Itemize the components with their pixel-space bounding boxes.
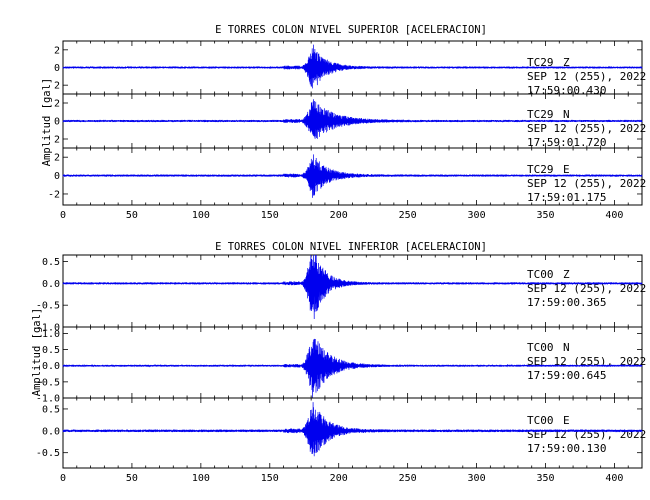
y-tick-label: 2: [54, 81, 60, 92]
waveform-trace: [62, 254, 643, 319]
x-tick-label: 200: [330, 473, 348, 484]
station-component-label: TC29: [527, 56, 554, 69]
y-tick-label: -1.0: [36, 394, 60, 405]
waveform-trace: [62, 402, 643, 457]
date-label: SEP 12 (255), 2022: [527, 122, 646, 135]
y-tick-label: -2: [48, 189, 60, 200]
x-tick-label: 400: [605, 473, 623, 484]
waveform-trace: [62, 44, 643, 89]
y-tick-label: -1.0: [36, 323, 60, 334]
time-label: 17:59:00.130: [527, 442, 606, 455]
x-tick-label: 250: [399, 473, 417, 484]
y-tick-label: -0.5: [36, 448, 60, 459]
panel-lower-e: TC00 E SEP 12 (255), 2022 17:59:00.130 -…: [36, 397, 646, 469]
x-tick-label: 150: [261, 210, 279, 221]
y-tick-label: 0: [54, 171, 60, 182]
y-tick-label: 0: [54, 63, 60, 74]
y-tick-label: 2: [54, 45, 60, 56]
y-tick-label: -0.5: [36, 301, 60, 312]
component-label: Z: [563, 56, 570, 69]
x-tick-label: 0: [60, 473, 66, 484]
x-tick-label: 400: [605, 210, 623, 221]
y-tick-label: 0.0: [42, 426, 60, 437]
y-tick-label: 2: [54, 153, 60, 164]
y-tick-label: 0.0: [42, 361, 60, 372]
x-tick-label: 350: [536, 210, 554, 221]
x-tick-labels: 0 50 100 150 200 250 300 350 400: [60, 473, 623, 484]
y-tick-label: 0.0: [42, 279, 60, 290]
time-label: 17:59:00.645: [527, 369, 606, 382]
y-tick-label: 2: [54, 99, 60, 110]
date-label: SEP 12 (255), 2022: [527, 70, 646, 83]
y-tick-label: 0.5: [42, 404, 60, 415]
x-tick-label: 200: [330, 210, 348, 221]
date-label: SEP 12 (255), 2022: [527, 282, 646, 295]
x-tick-label: 300: [468, 473, 486, 484]
panel-upper-e: TC29 E SEP 12 (255), 2022 17:59:01.175 -…: [48, 147, 646, 206]
station-component-label: TC29: [527, 163, 554, 176]
chart-title-upper: E TORRES COLON NIVEL SUPERIOR [ACELERACI…: [215, 24, 487, 36]
y-tick-label: 0: [54, 117, 60, 128]
waveform-trace: [62, 99, 643, 139]
time-label: 17:59:00.365: [527, 296, 606, 309]
date-label: SEP 12 (255), 2022: [527, 355, 646, 368]
x-tick-label: 350: [536, 473, 554, 484]
component-label: Z: [563, 268, 570, 281]
date-label: SEP 12 (255), 2022: [527, 177, 646, 190]
x-tick-label: 150: [261, 473, 279, 484]
component-label: E: [563, 163, 570, 176]
station-component-label: TC00: [527, 414, 554, 427]
y-tick-label: 0.5: [42, 257, 60, 268]
waveform-trace: [62, 154, 643, 198]
x-tick-labels: 0 50 100 150 200 250 300 350 400: [60, 210, 623, 221]
station-component-label: TC29: [527, 108, 554, 121]
y-tick-label: 0.5: [42, 345, 60, 356]
x-tick-label: 300: [468, 210, 486, 221]
chart-title-lower: E TORRES COLON NIVEL INFERIOR [ACELERACI…: [215, 241, 487, 253]
x-tick-label: 250: [399, 210, 417, 221]
y-axis-label-upper: Amplitud [gal]: [41, 78, 53, 167]
y-axis-label-lower: Amplitud [gal]: [31, 308, 43, 397]
y-tick-label: -0.5: [36, 377, 60, 388]
waveform-trace: [62, 338, 643, 399]
station-component-label: TC00: [527, 268, 554, 281]
time-label: 17:59:01.720: [527, 136, 606, 149]
component-label: E: [563, 414, 570, 427]
station-component-label: TC00: [527, 341, 554, 354]
x-tick-label: 100: [192, 473, 210, 484]
figure-upper-level: E TORRES COLON NIVEL SUPERIOR [ACELERACI…: [41, 24, 646, 206]
x-tick-label: 50: [126, 473, 138, 484]
panel-lower-n: TC00 N SEP 12 (255), 2022 17:59:00.645 -…: [36, 326, 646, 405]
time-label: 17:59:00.430: [527, 84, 606, 97]
y-tick-label: 2: [54, 135, 60, 146]
component-label: N: [563, 108, 570, 121]
y-tick-label: 1.0: [42, 329, 60, 340]
figure-lower-level: E TORRES COLON NIVEL INFERIOR [ACELERACI…: [31, 241, 646, 469]
x-tick-label: 100: [192, 210, 210, 221]
x-tick-label: 50: [126, 210, 138, 221]
x-tick-label: 0: [60, 210, 66, 221]
time-label: 17:59:01.175: [527, 191, 606, 204]
component-label: N: [563, 341, 570, 354]
